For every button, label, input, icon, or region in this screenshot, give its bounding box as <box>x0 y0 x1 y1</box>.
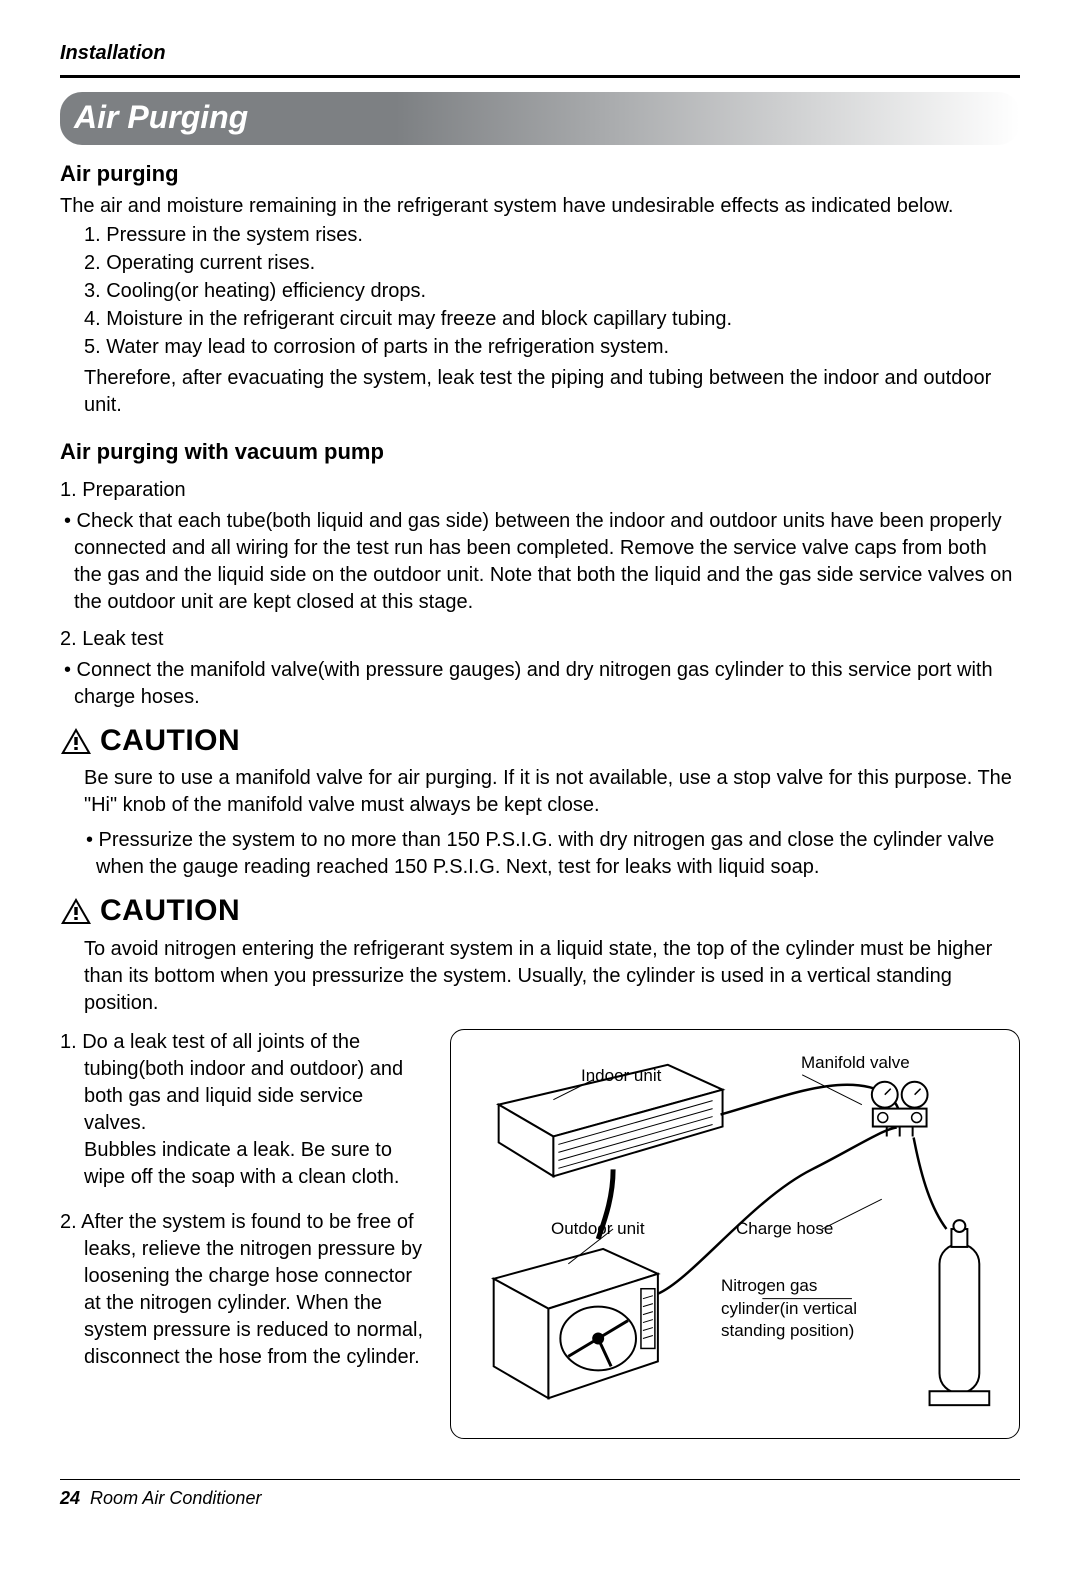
label-manifold-valve: Manifold valve <box>801 1052 910 1075</box>
step-leak-test: 2. Leak test <box>60 626 1020 653</box>
intro-text: The air and moisture remaining in the re… <box>60 193 1020 220</box>
warning-icon <box>60 727 92 755</box>
figure-diagram: Indoor unit Outdoor unit Manifold valve … <box>450 1029 1020 1439</box>
top-rule <box>60 75 1020 78</box>
label-indoor-unit: Indoor unit <box>581 1065 661 1088</box>
caution-label: CAUTION <box>100 891 240 932</box>
heading-air-purging: Air purging <box>60 159 1020 189</box>
page-number: 24 <box>60 1488 80 1508</box>
caution-heading-2: CAUTION <box>60 891 1020 932</box>
footer-rule <box>60 1479 1020 1480</box>
list-item: 1. Pressure in the system rises. <box>84 222 1020 249</box>
caution-bullet-1: • Pressurize the system to no more than … <box>60 827 1020 881</box>
caution-label: CAUTION <box>100 721 240 762</box>
leak-test-bullet: • Connect the manifold valve(with pressu… <box>60 657 1020 711</box>
effects-list: 1. Pressure in the system rises. 2. Oper… <box>60 222 1020 361</box>
leak-steps-column: 1. Do a leak test of all joints of the t… <box>60 1029 430 1439</box>
list-item: 2. After the system is found to be free … <box>60 1209 430 1371</box>
list-item: 2. Operating current rises. <box>84 250 1020 277</box>
list-item: 3. Cooling(or heating) efficiency drops. <box>84 278 1020 305</box>
caution-body-2: To avoid nitrogen entering the refrigera… <box>60 936 1020 1017</box>
warning-icon <box>60 897 92 925</box>
list-item: 5. Water may lead to corrosion of parts … <box>84 334 1020 361</box>
step-preparation: 1. Preparation <box>60 477 1020 504</box>
label-outdoor-unit: Outdoor unit <box>551 1218 645 1241</box>
caution-heading-1: CAUTION <box>60 721 1020 762</box>
footer-line: 24 Room Air Conditioner <box>60 1486 1020 1510</box>
title-bar: Air Purging <box>60 92 1020 145</box>
list-item: 4. Moisture in the refrigerant circuit m… <box>84 306 1020 333</box>
tail-paragraph: Therefore, after evacuating the system, … <box>60 365 1020 419</box>
caution-body-1: Be sure to use a manifold valve for air … <box>60 765 1020 819</box>
header-section: Installation <box>60 40 1020 67</box>
heading-vacuum-pump: Air purging with vacuum pump <box>60 437 1020 467</box>
list-item: 1. Do a leak test of all joints of the t… <box>60 1029 430 1191</box>
footer-title: Room Air Conditioner <box>90 1488 261 1508</box>
label-charge-hose: Charge hose <box>736 1218 833 1241</box>
preparation-bullet: • Check that each tube(both liquid and g… <box>60 508 1020 616</box>
label-nitrogen-cylinder: Nitrogen gas cylinder(in vertical standi… <box>721 1275 881 1344</box>
